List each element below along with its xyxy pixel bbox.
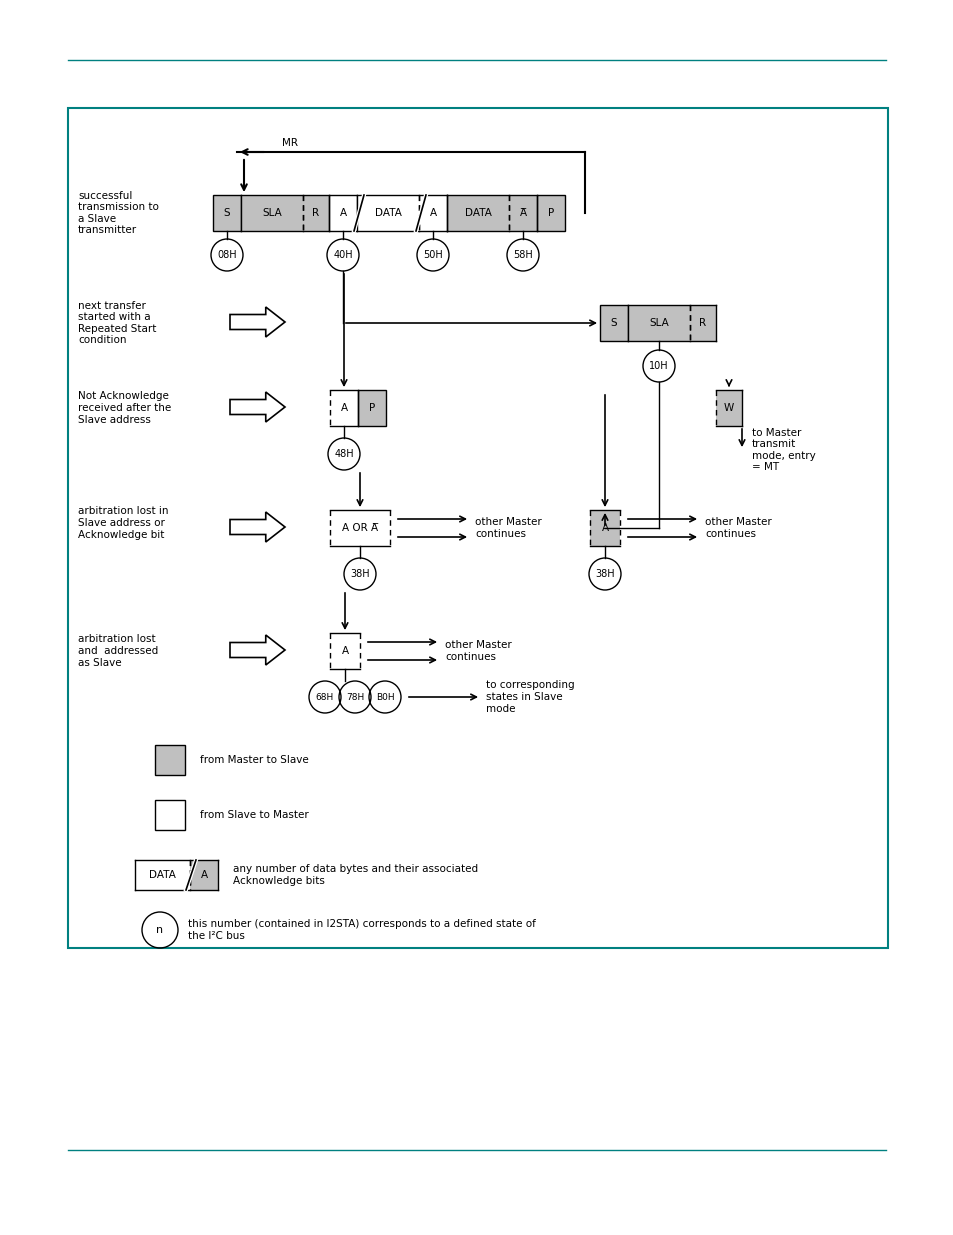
FancyBboxPatch shape	[154, 745, 185, 776]
Text: from Slave to Master: from Slave to Master	[200, 810, 309, 820]
Text: A: A	[339, 207, 346, 219]
Bar	[418, 195, 447, 231]
Text: this number (contained in I2STA) corresponds to a defined state of
the I²C bus: this number (contained in I2STA) corresp…	[188, 919, 536, 941]
Text: 10H: 10H	[648, 361, 668, 370]
Bar	[330, 634, 359, 669]
Polygon shape	[230, 308, 285, 337]
Bar	[356, 195, 418, 231]
Text: R: R	[313, 207, 319, 219]
Text: 48H: 48H	[334, 450, 354, 459]
Bar	[330, 510, 390, 546]
FancyBboxPatch shape	[68, 107, 887, 948]
Text: MR: MR	[282, 138, 297, 148]
Polygon shape	[230, 635, 285, 664]
Text: successful
transmission to
a Slave
transmitter: successful transmission to a Slave trans…	[78, 190, 159, 236]
Text: A OR A̅: A OR A̅	[341, 522, 377, 534]
Text: SLA: SLA	[262, 207, 281, 219]
Bar	[241, 195, 303, 231]
Bar	[135, 860, 190, 890]
Text: R: R	[699, 317, 706, 329]
Text: other Master
continues: other Master continues	[444, 640, 511, 662]
Text: S: S	[223, 207, 230, 219]
Text: other Master
continues: other Master continues	[475, 517, 541, 538]
Text: to corresponding
states in Slave
mode: to corresponding states in Slave mode	[485, 680, 574, 714]
Bar	[303, 195, 329, 231]
Text: 78H: 78H	[346, 693, 364, 701]
Text: n: n	[156, 925, 163, 935]
Bar	[330, 390, 357, 426]
Bar	[589, 510, 619, 546]
Text: A̅: A̅	[518, 207, 526, 219]
Text: other Master
continues: other Master continues	[704, 517, 771, 538]
Text: A: A	[340, 403, 347, 412]
Bar	[190, 860, 218, 890]
Text: A: A	[429, 207, 436, 219]
Bar	[447, 195, 509, 231]
Text: 68H: 68H	[315, 693, 334, 701]
FancyBboxPatch shape	[329, 195, 356, 231]
Text: A: A	[600, 522, 608, 534]
FancyBboxPatch shape	[213, 195, 241, 231]
Bar	[716, 390, 741, 426]
Text: P: P	[369, 403, 375, 412]
Text: next transfer
started with a
Repeated Start
condition: next transfer started with a Repeated St…	[78, 300, 156, 346]
Text: arbitration lost in
Slave address or
Acknowledge bit: arbitration lost in Slave address or Ack…	[78, 506, 169, 540]
Text: arbitration lost
and  addressed
as Slave: arbitration lost and addressed as Slave	[78, 635, 158, 668]
FancyBboxPatch shape	[357, 390, 386, 426]
Text: 40H: 40H	[333, 249, 353, 261]
Text: from Master to Slave: from Master to Slave	[200, 755, 309, 764]
Bar	[509, 195, 537, 231]
Text: 08H: 08H	[217, 249, 236, 261]
FancyBboxPatch shape	[599, 305, 627, 341]
Text: B0H: B0H	[375, 693, 394, 701]
Text: 38H: 38H	[595, 569, 614, 579]
Text: 58H: 58H	[513, 249, 533, 261]
Text: W: W	[723, 403, 734, 412]
Text: DATA: DATA	[375, 207, 401, 219]
Text: P: P	[547, 207, 554, 219]
FancyBboxPatch shape	[154, 800, 185, 830]
Text: SLA: SLA	[648, 317, 668, 329]
Text: A: A	[200, 869, 208, 881]
FancyBboxPatch shape	[537, 195, 564, 231]
Text: any number of data bytes and their associated
Acknowledge bits: any number of data bytes and their assoc…	[233, 864, 477, 885]
Text: 38H: 38H	[350, 569, 370, 579]
Text: Not Acknowledge
received after the
Slave address: Not Acknowledge received after the Slave…	[78, 391, 172, 425]
Text: S: S	[610, 317, 617, 329]
Text: DATA: DATA	[149, 869, 175, 881]
Text: A: A	[341, 646, 348, 656]
Text: to Master
transmit
mode, entry
= MT: to Master transmit mode, entry = MT	[751, 427, 815, 473]
Text: DATA: DATA	[464, 207, 491, 219]
Polygon shape	[230, 391, 285, 422]
Text: 50H: 50H	[423, 249, 442, 261]
Bar	[689, 305, 716, 341]
Bar	[627, 305, 689, 341]
Polygon shape	[230, 513, 285, 542]
